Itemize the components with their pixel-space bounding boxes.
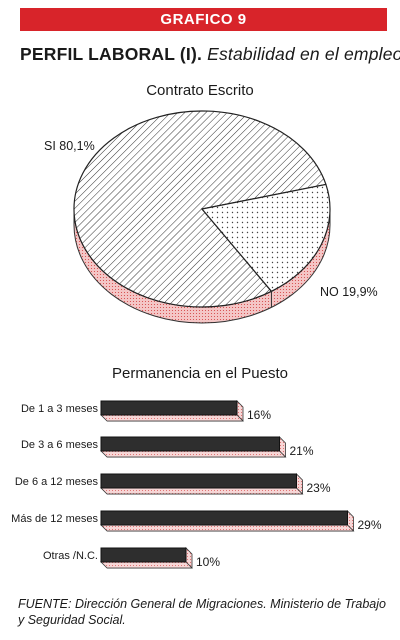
bar-value-label: 21% [290,444,314,458]
bar-category-label: De 6 a 12 meses [15,476,99,488]
pie-slice-no [200,183,331,293]
bar-value-label: 10% [196,555,220,569]
bar-row: Más de 12 meses 29% [11,510,382,532]
pie-slice-si [73,110,327,308]
bar [100,547,187,563]
bar-bottom-face [100,561,193,569]
source-note: FUENTE: Dirección General de Migraciones… [18,597,386,627]
bar-row: De 3 a 6 meses 21% [21,436,314,458]
bar-value-label: 23% [307,481,331,495]
pie-label-si: SI 80,1% [44,139,95,153]
bar [100,510,348,526]
bar-value-label: 29% [358,518,382,532]
bar-bottom-face [100,524,355,532]
bar-bottom-face [100,450,287,458]
chart-number-banner: GRAFICO 9 [20,8,387,31]
bar [100,473,297,489]
bar-category-label: De 3 a 6 meses [21,439,99,451]
bar-category-label: De 1 a 3 meses [21,403,99,415]
heading-subtitle: Estabilidad en el empleo [207,44,400,64]
bar-category-label: Otras /N.C. [43,550,98,562]
heading-main: PERFIL LABORAL (I). [20,44,203,64]
bar [100,436,280,452]
bar-bottom-face [100,414,244,422]
bar-category-label: Más de 12 meses [11,513,98,525]
pie-label-no: NO 19,9% [320,285,378,299]
bar-chart-title: Permanencia en el Puesto [112,365,288,382]
pie-chart-title: Contrato Escrito [146,82,254,99]
bar-bottom-face [100,487,304,495]
bar-row: Otras /N.C. 10% [43,547,220,569]
bar-row: De 1 a 3 meses 16% [21,400,271,422]
bar [100,400,238,416]
bar-value-label: 16% [247,408,271,422]
figure-heading: PERFIL LABORAL (I). Estabilidad en el em… [20,44,400,65]
bar-row: De 6 a 12 meses 23% [15,473,331,495]
